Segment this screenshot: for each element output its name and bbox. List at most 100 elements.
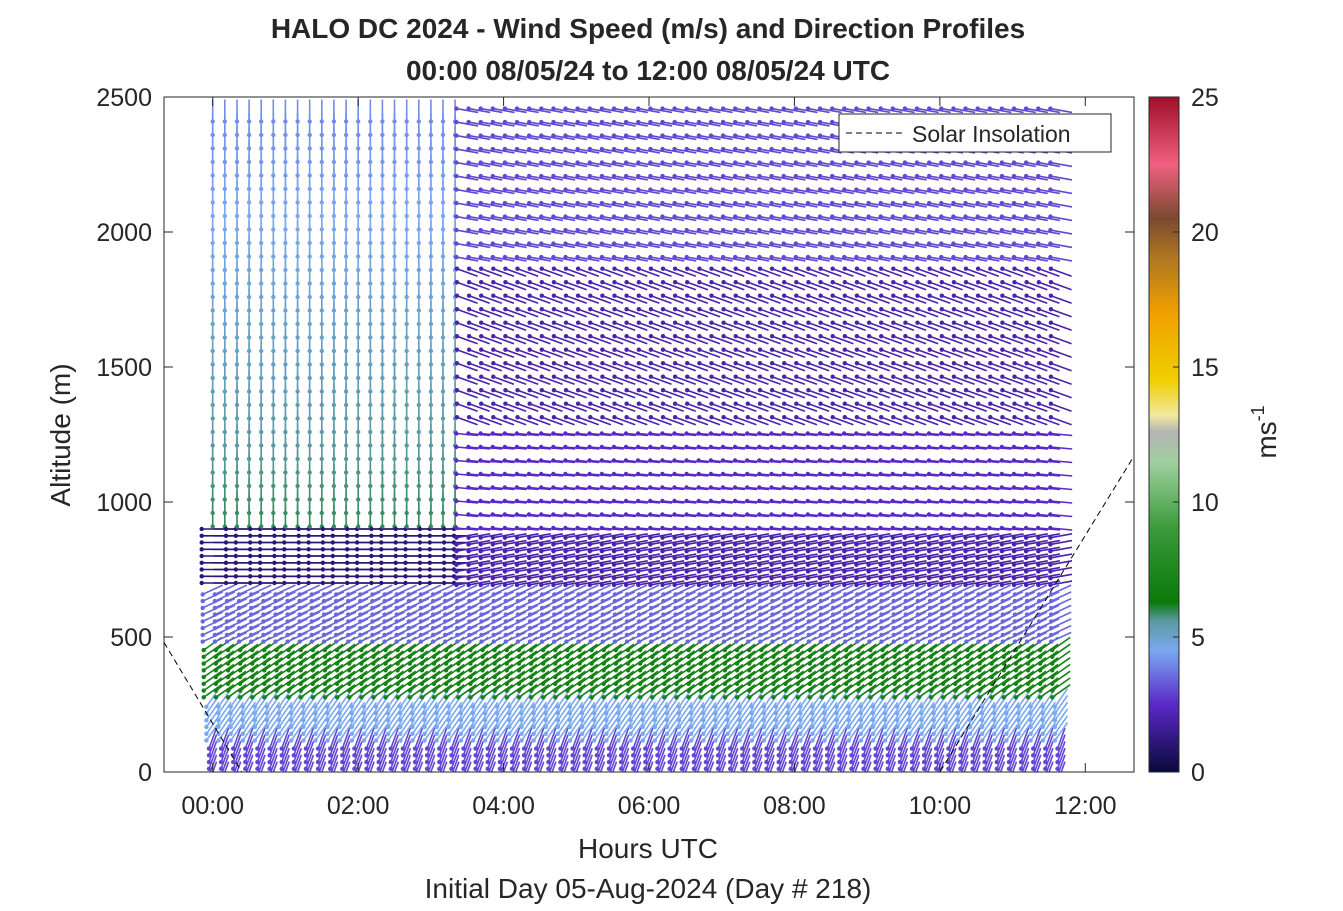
wind-arrow-head (395, 661, 400, 666)
wind-arrow (480, 148, 503, 154)
wind-arrow-head (393, 540, 398, 545)
wind-arrow-head (611, 498, 617, 504)
wind-arrow-head (443, 598, 448, 604)
wind-arrow-head (504, 647, 509, 653)
wind-arrow (505, 281, 527, 291)
wind-arrow-head (213, 674, 218, 680)
wind-arrow-head (315, 746, 321, 751)
wind-arrow-head (441, 580, 447, 586)
wind-arrow-head (466, 227, 471, 233)
wind-arrow-head (298, 661, 303, 666)
wind-arrow (409, 670, 429, 685)
wind-arrow-head (234, 429, 240, 435)
wind-arrow (414, 734, 424, 756)
wind-arrow (403, 754, 412, 772)
wind-arrow (263, 611, 284, 623)
wind-arrow (541, 624, 563, 636)
wind-arrow-head (527, 160, 532, 165)
wind-arrow (602, 611, 624, 623)
wind-arrow-head (337, 738, 342, 743)
wind-arrow-head (454, 485, 459, 490)
wind-arrow (299, 624, 321, 636)
wind-arrow-head (539, 254, 544, 260)
wind-arrow-head (222, 119, 227, 124)
wind-arrow-head (502, 200, 508, 206)
wind-arrow-head (492, 695, 497, 700)
wind-arrow (553, 202, 576, 208)
wind-arrow-head (271, 416, 276, 421)
wind-arrow-head (259, 200, 264, 205)
wind-arrow (347, 631, 369, 643)
wind-arrow (456, 539, 479, 546)
wind-arrow-head (210, 308, 215, 313)
wind-arrow-head (380, 308, 385, 313)
wind-arrow-head (580, 731, 585, 736)
wind-arrow-head (575, 549, 580, 554)
wind-arrow-head (456, 668, 461, 673)
wind-arrow-head (456, 661, 461, 666)
wind-arrow (480, 533, 503, 539)
wind-arrow-head (271, 159, 276, 165)
wind-arrow-head (534, 773, 538, 777)
wind-arrow (492, 566, 515, 573)
wind-arrow-head (612, 347, 617, 352)
wind-arrow-head (371, 681, 376, 686)
wind-arrow (541, 604, 563, 616)
wind-arrow (529, 584, 551, 596)
wind-arrow-head (404, 510, 409, 516)
wind-arrow-head (222, 213, 227, 219)
wind-arrow-head (286, 674, 291, 680)
wind-arrow-head (539, 415, 544, 420)
wind-arrow-head (295, 132, 300, 138)
wind-arrow (317, 747, 327, 770)
wind-arrow (621, 754, 630, 772)
wind-arrow-head (210, 524, 215, 529)
wind-arrow (296, 761, 303, 772)
wind-arrow-head (310, 674, 315, 680)
wind-arrow (541, 229, 564, 235)
wind-arrow (529, 553, 551, 559)
wind-arrow-head (346, 598, 351, 604)
wind-arrow-head (437, 780, 441, 784)
wind-arrow-head (564, 625, 569, 631)
wind-arrow-head (490, 444, 495, 450)
wind-arrow-head (528, 654, 534, 659)
wind-arrow-head (383, 668, 388, 673)
wind-arrow-head (479, 388, 484, 393)
wind-arrow-head (321, 592, 327, 597)
wind-arrow-head (295, 294, 300, 300)
wind-arrow (627, 663, 647, 678)
wind-arrow (493, 584, 514, 596)
wind-arrow-head (298, 654, 303, 659)
wind-arrow-head (577, 668, 582, 673)
wind-arrow (542, 663, 562, 678)
wind-arrow (504, 573, 527, 579)
wind-arrow (504, 134, 527, 141)
wind-arrow (638, 591, 660, 602)
wind-arrow-head (563, 401, 569, 406)
wind-arrow-head (307, 294, 312, 300)
wind-arrow (433, 657, 453, 671)
wind-arrow-head (539, 200, 544, 206)
wind-arrow (601, 175, 624, 181)
wind-arrow-head (404, 173, 409, 178)
wind-arrow-head (467, 592, 472, 597)
wind-arrow (502, 761, 509, 772)
wind-arrow-head (380, 389, 385, 394)
wind-arrow-head (352, 746, 357, 751)
wind-arrow-head (454, 187, 459, 192)
wind-arrow (239, 663, 259, 678)
wind-arrow-head (283, 389, 288, 394)
wind-arrow (232, 734, 242, 756)
wind-arrow (516, 566, 539, 573)
wind-arrow-head (454, 214, 459, 219)
wind-arrow-head (356, 416, 361, 421)
wind-arrow (314, 715, 329, 735)
wind-arrow-head (576, 605, 581, 611)
wind-arrow-head (582, 753, 587, 758)
wind-arrow (589, 134, 612, 141)
wind-arrow-head (589, 674, 594, 680)
wind-arrow-head (246, 186, 252, 192)
wind-arrow-head (283, 348, 288, 354)
wind-arrow-head (495, 731, 500, 736)
